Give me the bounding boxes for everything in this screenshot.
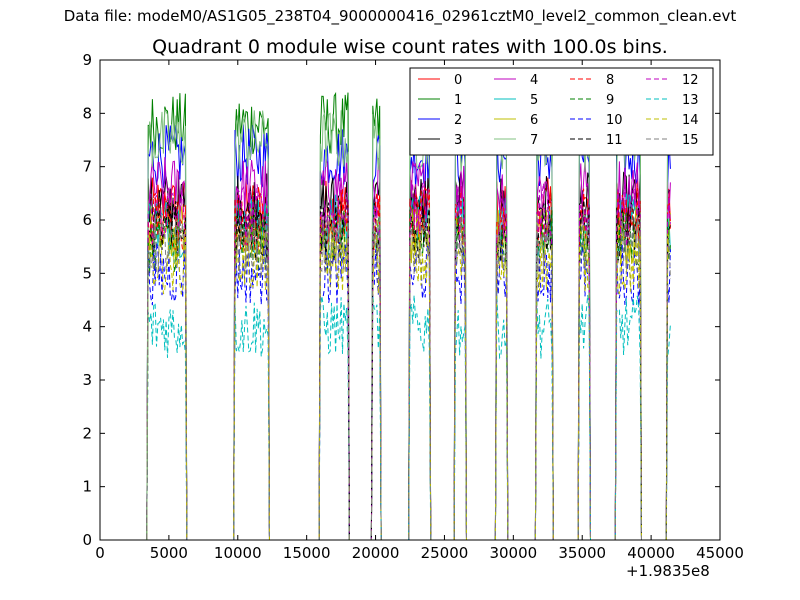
y-tick-label: 3 — [82, 371, 92, 389]
legend-label-3: 3 — [454, 133, 462, 148]
x-tick-label: 40000 — [627, 544, 675, 562]
legend-label-2: 2 — [454, 113, 462, 128]
legend-label-4: 4 — [530, 73, 538, 88]
y-tick-label: 4 — [82, 318, 92, 336]
legend-label-7: 7 — [530, 133, 538, 148]
ticks-layer: 0 5000 10000 15000 20000 25000 30000 35000 40000… — [82, 51, 743, 562]
legend-label-1: 1 — [454, 93, 462, 108]
y-tick-label: 1 — [82, 478, 92, 496]
chart-title: Quadrant 0 module wise count rates with … — [152, 36, 668, 58]
x-tick-label: 35000 — [558, 544, 606, 562]
x-offset-label: +1.9835e8 — [626, 562, 710, 580]
axes-frame — [99, 59, 721, 541]
x-tick-label: 15000 — [283, 544, 331, 562]
legend-label-13: 13 — [682, 93, 699, 108]
y-tick-label: 7 — [82, 158, 92, 176]
y-tick-label: 0 — [82, 531, 92, 549]
series-layer — [100, 91, 671, 540]
y-tick-label: 6 — [82, 211, 92, 229]
legend-label-5: 5 — [530, 93, 538, 108]
legend-label-6: 6 — [530, 113, 538, 128]
legend-frame — [409, 67, 714, 156]
y-tick-label: 5 — [82, 264, 92, 282]
y-tick-label: 9 — [82, 51, 92, 69]
x-tick-label: 45000 — [696, 544, 744, 562]
legend-label-10: 10 — [606, 113, 623, 128]
x-tick-label: 25000 — [421, 544, 469, 562]
y-tick-label: 8 — [82, 104, 92, 122]
x-tick-label: 5000 — [150, 544, 188, 562]
x-tick-label: 10000 — [214, 544, 262, 562]
x-tick-label: 30000 — [489, 544, 537, 562]
y-tick-label: 2 — [82, 424, 92, 442]
legend-label-14: 14 — [682, 113, 699, 128]
legend-label-12: 12 — [682, 73, 699, 88]
figure-suptitle: Data file: modeM0/AS1G05_238T04_90000004… — [63, 7, 737, 25]
x-tick-label: 0 — [95, 544, 105, 562]
legend-label-9: 9 — [606, 93, 614, 108]
legend-label-11: 11 — [606, 133, 623, 148]
legend-label-8: 8 — [606, 73, 614, 88]
legend-label-0: 0 — [454, 73, 462, 88]
legend-label-15: 15 — [682, 133, 699, 148]
x-tick-label: 20000 — [352, 544, 400, 562]
